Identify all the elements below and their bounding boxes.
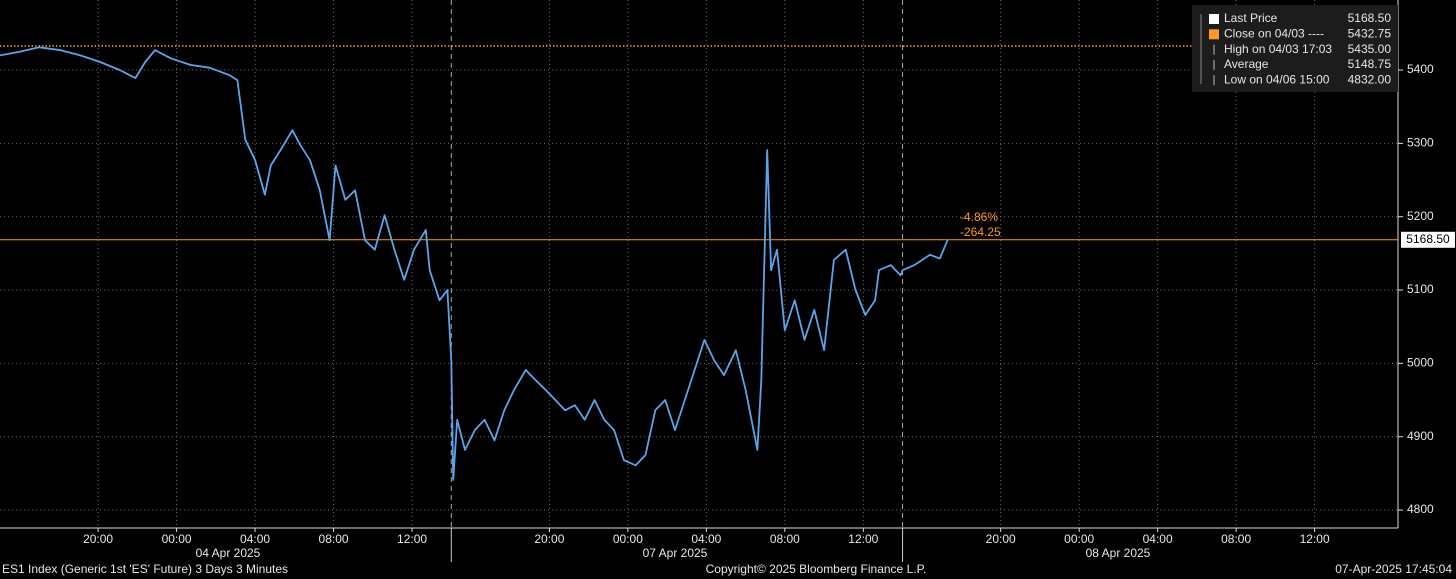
x-tick-label: 20:00 [534, 532, 564, 546]
x-tick-label: 04:00 [1143, 532, 1173, 546]
y-tick-label: 5200 [1407, 209, 1434, 223]
legend: Last Price 5168.50 Close on 04/03 ---- 5432… [1192, 5, 1398, 92]
footer-center: Copyright© 2025 Bloomberg Finance L.P. [706, 562, 927, 576]
legend-box [1192, 5, 1398, 92]
last-price-label: 5168.50 [1406, 232, 1450, 246]
y-tick-label: 5400 [1407, 62, 1434, 76]
legend-swatch [1209, 14, 1219, 24]
x-tick-label: 08:00 [319, 532, 349, 546]
legend-name: Last Price [1224, 11, 1278, 25]
x-tick-label: 12:00 [848, 532, 878, 546]
annotation: -4.86% [960, 210, 998, 224]
x-tick-label: 00:00 [162, 532, 192, 546]
x-tick-label: 04:00 [691, 532, 721, 546]
x-tick-label: 00:00 [613, 532, 643, 546]
legend-name: Close on 04/03 ---- [1224, 26, 1324, 40]
legend-value: 4832.00 [1348, 72, 1392, 86]
date-label: 04 Apr 2025 [196, 546, 261, 560]
x-tick-label: 08:00 [770, 532, 800, 546]
legend-name: Low on 04/06 15:00 [1224, 72, 1330, 86]
footer-right: 07-Apr-2025 17:45:04 [1335, 562, 1452, 576]
date-label: 07 Apr 2025 [643, 546, 708, 560]
legend-value: 5148.75 [1348, 57, 1392, 71]
x-tick-label: 12:00 [397, 532, 427, 546]
y-tick-label: 5100 [1407, 282, 1434, 296]
y-tick-label: 5300 [1407, 136, 1434, 150]
legend-value: 5435.00 [1348, 42, 1392, 56]
price-line [0, 46, 949, 481]
x-tick-label: 20:00 [83, 532, 113, 546]
y-tick-label: 5000 [1407, 356, 1434, 370]
date-label: 08 Apr 2025 [1086, 546, 1151, 560]
x-tick-label: 20:00 [986, 532, 1016, 546]
legend-value: 5432.75 [1348, 26, 1392, 40]
x-tick-label: 00:00 [1064, 532, 1094, 546]
annotation: -264.25 [960, 225, 1001, 239]
legend-name: High on 04/03 17:03 [1224, 42, 1332, 56]
x-tick-label: 12:00 [1300, 532, 1330, 546]
legend-swatch [1209, 29, 1219, 40]
legend-name: Average [1224, 57, 1269, 71]
y-tick-label: 4800 [1407, 502, 1434, 516]
legend-value: 5168.50 [1348, 11, 1392, 25]
y-tick-label: 4900 [1407, 429, 1434, 443]
footer-left: ES1 Index (Generic 1st 'ES' Future) 3 Da… [2, 562, 288, 576]
x-tick-label: 04:00 [240, 532, 270, 546]
last-price-box [1401, 231, 1455, 248]
x-tick-label: 08:00 [1221, 532, 1251, 546]
